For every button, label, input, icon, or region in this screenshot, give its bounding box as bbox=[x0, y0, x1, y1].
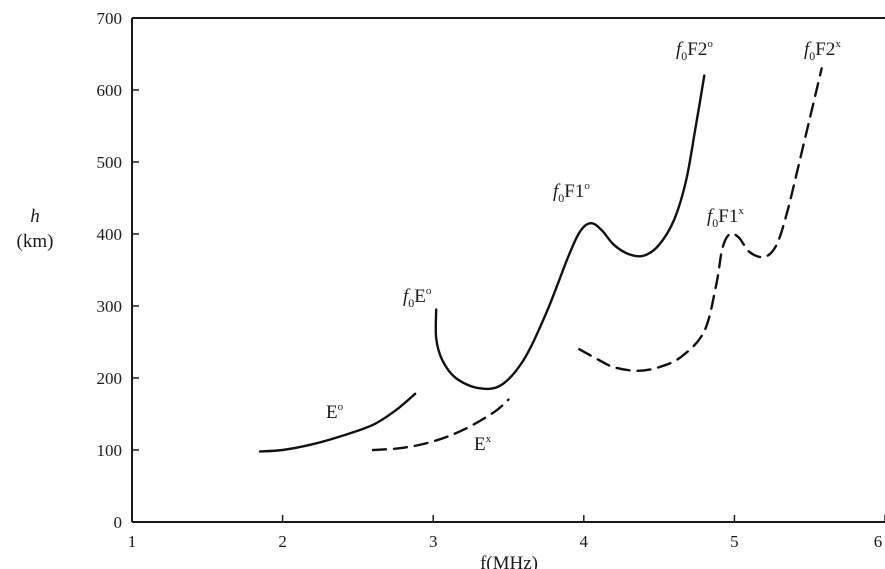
label-f0F2-ordinary: f0F2o bbox=[676, 38, 713, 63]
series-line-0 bbox=[258, 392, 417, 453]
y-tick-label: 500 bbox=[97, 153, 123, 172]
axes bbox=[131, 17, 885, 523]
y-axis-label: h bbox=[30, 206, 40, 227]
y-tick-label: 700 bbox=[97, 9, 123, 28]
x-tick-label: 6 bbox=[874, 532, 883, 551]
label-f0F1-extraordinary: f0F1x bbox=[707, 205, 744, 230]
label-f0E-ordinary: f0Eo bbox=[403, 285, 432, 310]
curves bbox=[258, 67, 823, 453]
y-tick-label: 200 bbox=[97, 369, 123, 388]
series-line-3 bbox=[578, 67, 823, 372]
x-tick-label: 3 bbox=[429, 532, 438, 551]
y-tick-label: 100 bbox=[97, 441, 123, 460]
label-f0F1-ordinary: f0F1o bbox=[553, 180, 590, 205]
y-axis-unit: (km) bbox=[17, 231, 54, 252]
label-f0F2-extraordinary: f0F2x bbox=[804, 38, 841, 63]
x-tick-label: 4 bbox=[580, 532, 589, 551]
y-tick-label: 600 bbox=[97, 81, 123, 100]
tick-labels: 0 100 200 300 400 500 600 700 1 2 3 4 5 6 bbox=[97, 9, 883, 551]
label-E-extraordinary: Ex bbox=[474, 433, 492, 455]
label-E-ordinary: Eo bbox=[326, 401, 344, 423]
x-tick-label: 2 bbox=[278, 532, 287, 551]
x-tick-label: 1 bbox=[128, 532, 137, 551]
x-axis-label: f(MHz) bbox=[480, 553, 538, 569]
y-tick-label: 400 bbox=[97, 225, 123, 244]
y-tick-label: 300 bbox=[97, 297, 123, 316]
series-line-2 bbox=[434, 74, 706, 391]
x-tick-label: 5 bbox=[730, 532, 739, 551]
series-line-1 bbox=[371, 398, 510, 452]
y-tick-label: 0 bbox=[114, 513, 123, 532]
